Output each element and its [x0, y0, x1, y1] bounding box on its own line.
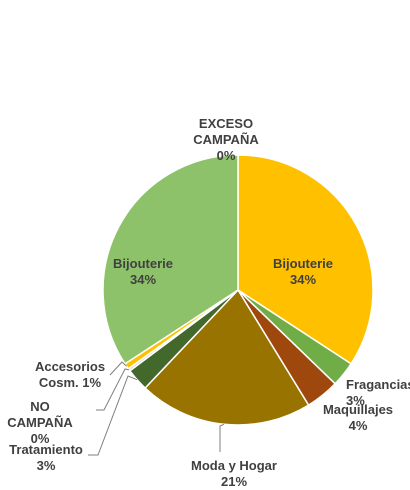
slice-label-line: CAMPAÑA	[193, 132, 259, 147]
pie-slice	[102, 154, 239, 365]
slice-label: Tratamiento 3%	[9, 442, 83, 473]
slice-label-line: Bijouterie	[273, 256, 333, 271]
slice-label: Fragancias 3%	[346, 377, 410, 408]
slice-label-line: Moda y Hogar	[191, 458, 277, 473]
slice-label-line: CAMPAÑA	[7, 415, 73, 430]
slice-label-line: Bijouterie	[113, 256, 173, 271]
slice-label: Bijouterie 34%	[113, 256, 173, 287]
slice-label-line: Maquillajes	[323, 402, 393, 417]
slice-label-line: Accesorios	[35, 359, 105, 374]
slice-label: Moda y Hogar 21%	[191, 458, 277, 489]
slice-pct-label: 0%	[31, 431, 50, 446]
pie-slice	[144, 288, 310, 426]
leader-line	[96, 368, 130, 411]
slice-label: Maquillajes 4%	[323, 402, 393, 433]
leader-line	[88, 375, 138, 456]
slice-label-line: EXCESO	[199, 116, 253, 131]
pie-slices	[102, 154, 374, 426]
slice-pct-label: 34%	[290, 272, 316, 287]
slice-label: Accesorios Cosm. 1%	[35, 359, 105, 390]
slice-label-line: Tratamiento	[9, 442, 83, 457]
slice-label: Bijouterie 34%	[273, 256, 333, 287]
slice-pct-label: 21%	[221, 474, 247, 489]
slice-label: EXCESO CAMPAÑA 0%	[193, 116, 259, 163]
leader-line	[109, 361, 127, 376]
slice-label-line: NO	[30, 399, 50, 414]
slice-pct-label: 3%	[346, 393, 365, 408]
slice-pct-label: 34%	[130, 272, 156, 287]
leader-line	[219, 423, 225, 452]
leader-lines	[88, 361, 225, 456]
slice-pct-label: 0%	[217, 148, 236, 163]
slice-pct-label: 3%	[37, 458, 56, 473]
slice-label-line: Cosm. 1%	[39, 375, 102, 390]
slice-label-line: Fragancias	[346, 377, 410, 392]
slice-labels: EXCESO CAMPAÑA 0%Bijouterie 34%Fragancias 3%…	[7, 116, 410, 489]
slice-label: NO CAMPAÑA 0%	[7, 399, 73, 446]
slice-pct-label: 4%	[349, 418, 368, 433]
